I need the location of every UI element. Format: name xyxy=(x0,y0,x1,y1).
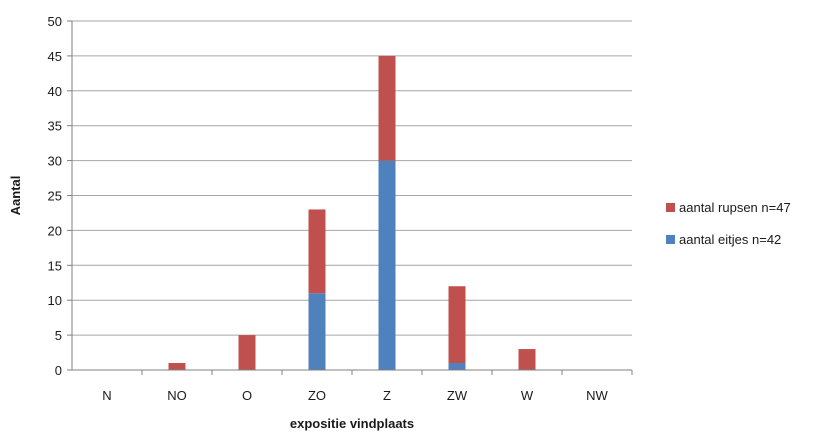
legend: aantal rupsen n=47 aantal eitjes n=42 xyxy=(666,200,791,247)
bar-segment xyxy=(308,209,326,294)
bar-segment xyxy=(448,286,466,364)
y-tick-label: 15 xyxy=(48,258,62,273)
x-tick-label: W xyxy=(521,388,534,403)
legend-swatch xyxy=(666,235,675,244)
bars xyxy=(168,55,536,370)
bar-segment xyxy=(308,293,326,370)
y-tick-label: 5 xyxy=(55,328,62,343)
y-tick-label: 35 xyxy=(48,119,62,134)
y-tick-label: 0 xyxy=(55,363,62,378)
y-tick-labels: 0 5 10 15 20 25 30 35 40 45 50 xyxy=(48,14,62,378)
y-tick-label: 25 xyxy=(48,189,62,204)
x-tick-label: N xyxy=(102,388,111,403)
x-tick-label: ZO xyxy=(308,388,326,403)
legend-swatch xyxy=(666,203,675,212)
y-tick-label: 45 xyxy=(48,49,62,64)
legend-label: aantal rupsen n=47 xyxy=(679,200,791,215)
x-tick-label: Z xyxy=(383,388,391,403)
bar-segment xyxy=(238,335,256,370)
x-tick-label: O xyxy=(242,388,252,403)
bar-segment xyxy=(518,349,536,370)
y-tick-label: 50 xyxy=(48,14,62,29)
x-tick-label: ZW xyxy=(447,388,468,403)
y-tick-label: 20 xyxy=(48,223,62,238)
legend-label: aantal eitjes n=42 xyxy=(679,232,781,247)
y-tick-label: 10 xyxy=(48,293,62,308)
x-tick-label: NW xyxy=(586,388,608,403)
x-tick-label: NO xyxy=(167,388,187,403)
bar-segment xyxy=(378,160,396,370)
y-tick-label: 30 xyxy=(48,154,62,169)
bar-segment xyxy=(168,363,186,370)
y-tick-label: 40 xyxy=(48,84,62,99)
bar-segment xyxy=(448,363,466,370)
bar-segment xyxy=(378,55,396,161)
x-tick-labels: N NO O ZO Z ZW W NW xyxy=(102,370,633,403)
gridlines xyxy=(67,20,632,371)
y-axis-title: Aantal xyxy=(8,176,23,216)
x-axis-title: expositie vindplaats xyxy=(290,416,414,431)
